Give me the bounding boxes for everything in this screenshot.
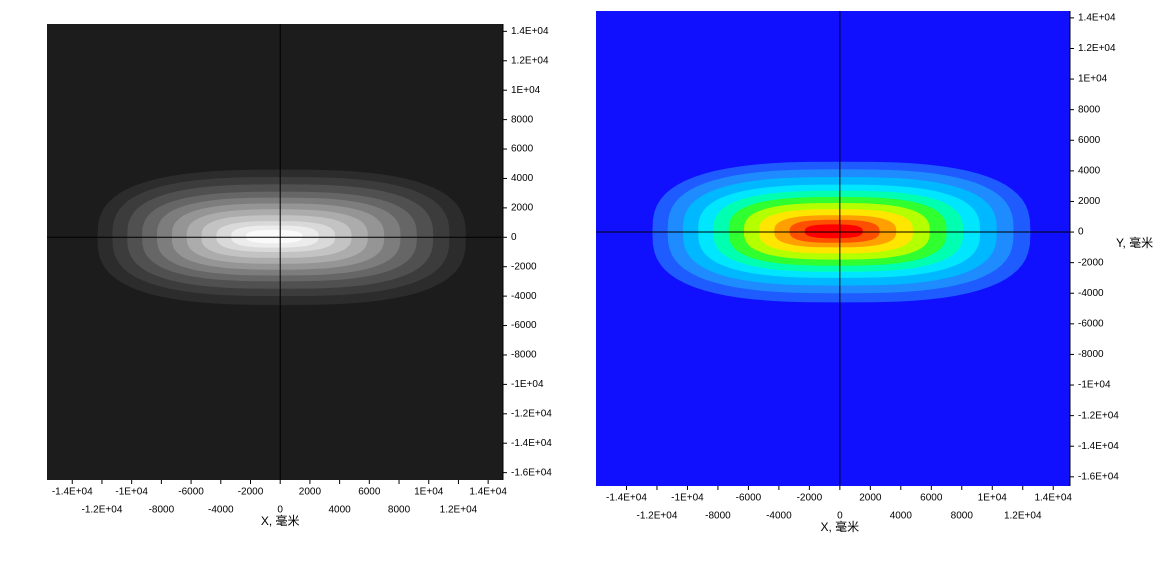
x-tick-label: 1E+04 [978,493,1008,504]
x-tick-label: -1.2E+04 [82,505,123,516]
y-tick-label: -2000 [511,261,537,272]
x-tick-label: -1.4E+04 [52,487,93,498]
y-tick-label: 1E+04 [511,85,541,96]
y-tick-label: -1E+04 [1078,380,1111,391]
y-tick-label: -6000 [511,320,537,331]
x-tick-label: -6000 [178,487,204,498]
y-tick-label: 8000 [511,114,534,125]
y-tick-label: -1.2E+04 [511,408,552,419]
plot [596,11,1070,486]
y-tick-label: -6000 [1078,318,1104,329]
x-tick-label: 2000 [299,487,322,498]
x-tick-label: -1.2E+04 [637,511,678,522]
y-tick-label: -8000 [511,350,537,361]
x-tick-label: 8000 [388,505,411,516]
x-tick-label: 1.4E+04 [469,487,507,498]
x-tick-label: 1.2E+04 [1004,511,1042,522]
plot [47,24,503,480]
x-axis-title: X, 毫米 [261,513,300,528]
x-tick-label: 6000 [358,487,381,498]
x-tick-label: -1E+04 [671,493,704,504]
y-tick-label: 1E+04 [1078,74,1108,85]
x-tick-label: -2000 [797,493,823,504]
x-tick-label: -6000 [736,493,762,504]
y-tick-label: -2000 [1078,257,1104,268]
x-tick-label: 0 [277,505,283,516]
y-axis-title: Y, 毫米 [1116,235,1153,250]
y-tick-label: -8000 [1078,349,1104,360]
x-tick-label: 4000 [328,505,351,516]
y-tick-label: -1.6E+04 [511,467,552,478]
x-tick-label: 8000 [951,511,974,522]
y-tick-label: 6000 [1078,135,1101,146]
y-tick-label: -1.2E+04 [1078,410,1119,421]
y-tick-label: 1.2E+04 [1078,43,1116,54]
y-tick-label: 4000 [511,173,534,184]
y-tick-label: 8000 [1078,104,1101,115]
x-tick-label: -8000 [705,511,731,522]
x-tick-label: 6000 [920,493,943,504]
contour-band [246,229,303,244]
x-tick-label: 1.2E+04 [440,505,478,516]
x-tick-label: 0 [837,511,843,522]
x-tick-label: -4000 [208,505,234,516]
y-tick-label: -4000 [511,291,537,302]
x-tick-label: 1E+04 [414,487,444,498]
y-tick-label: -4000 [1078,288,1104,299]
y-tick-label: -1.4E+04 [511,438,552,449]
x-tick-label: 2000 [859,493,882,504]
y-tick-label: 0 [511,232,517,243]
y-tick-label: -1.6E+04 [1078,471,1119,482]
y-tick-label: 1.2E+04 [511,55,549,66]
y-tick-label: -1.4E+04 [1078,441,1119,452]
x-tick-label: -2000 [238,487,264,498]
x-tick-label: -4000 [766,511,792,522]
y-tick-label: 2000 [511,203,534,214]
y-tick-label: 6000 [511,144,534,155]
y-tick-label: 1.4E+04 [511,26,549,37]
y-tick-label: 1.4E+04 [1078,13,1116,24]
x-tick-label: -8000 [149,505,175,516]
y-tick-label: 4000 [1078,166,1101,177]
x-tick-label: -1.4E+04 [606,493,647,504]
x-tick-label: -1E+04 [115,487,148,498]
x-tick-label: 4000 [890,511,913,522]
contour-band [804,224,863,239]
y-tick-label: 2000 [1078,196,1101,207]
x-tick-label: 1.4E+04 [1034,493,1072,504]
y-tick-label: 0 [1078,227,1084,238]
y-tick-label: -1E+04 [511,379,544,390]
x-axis-title: X, 毫米 [821,519,860,534]
